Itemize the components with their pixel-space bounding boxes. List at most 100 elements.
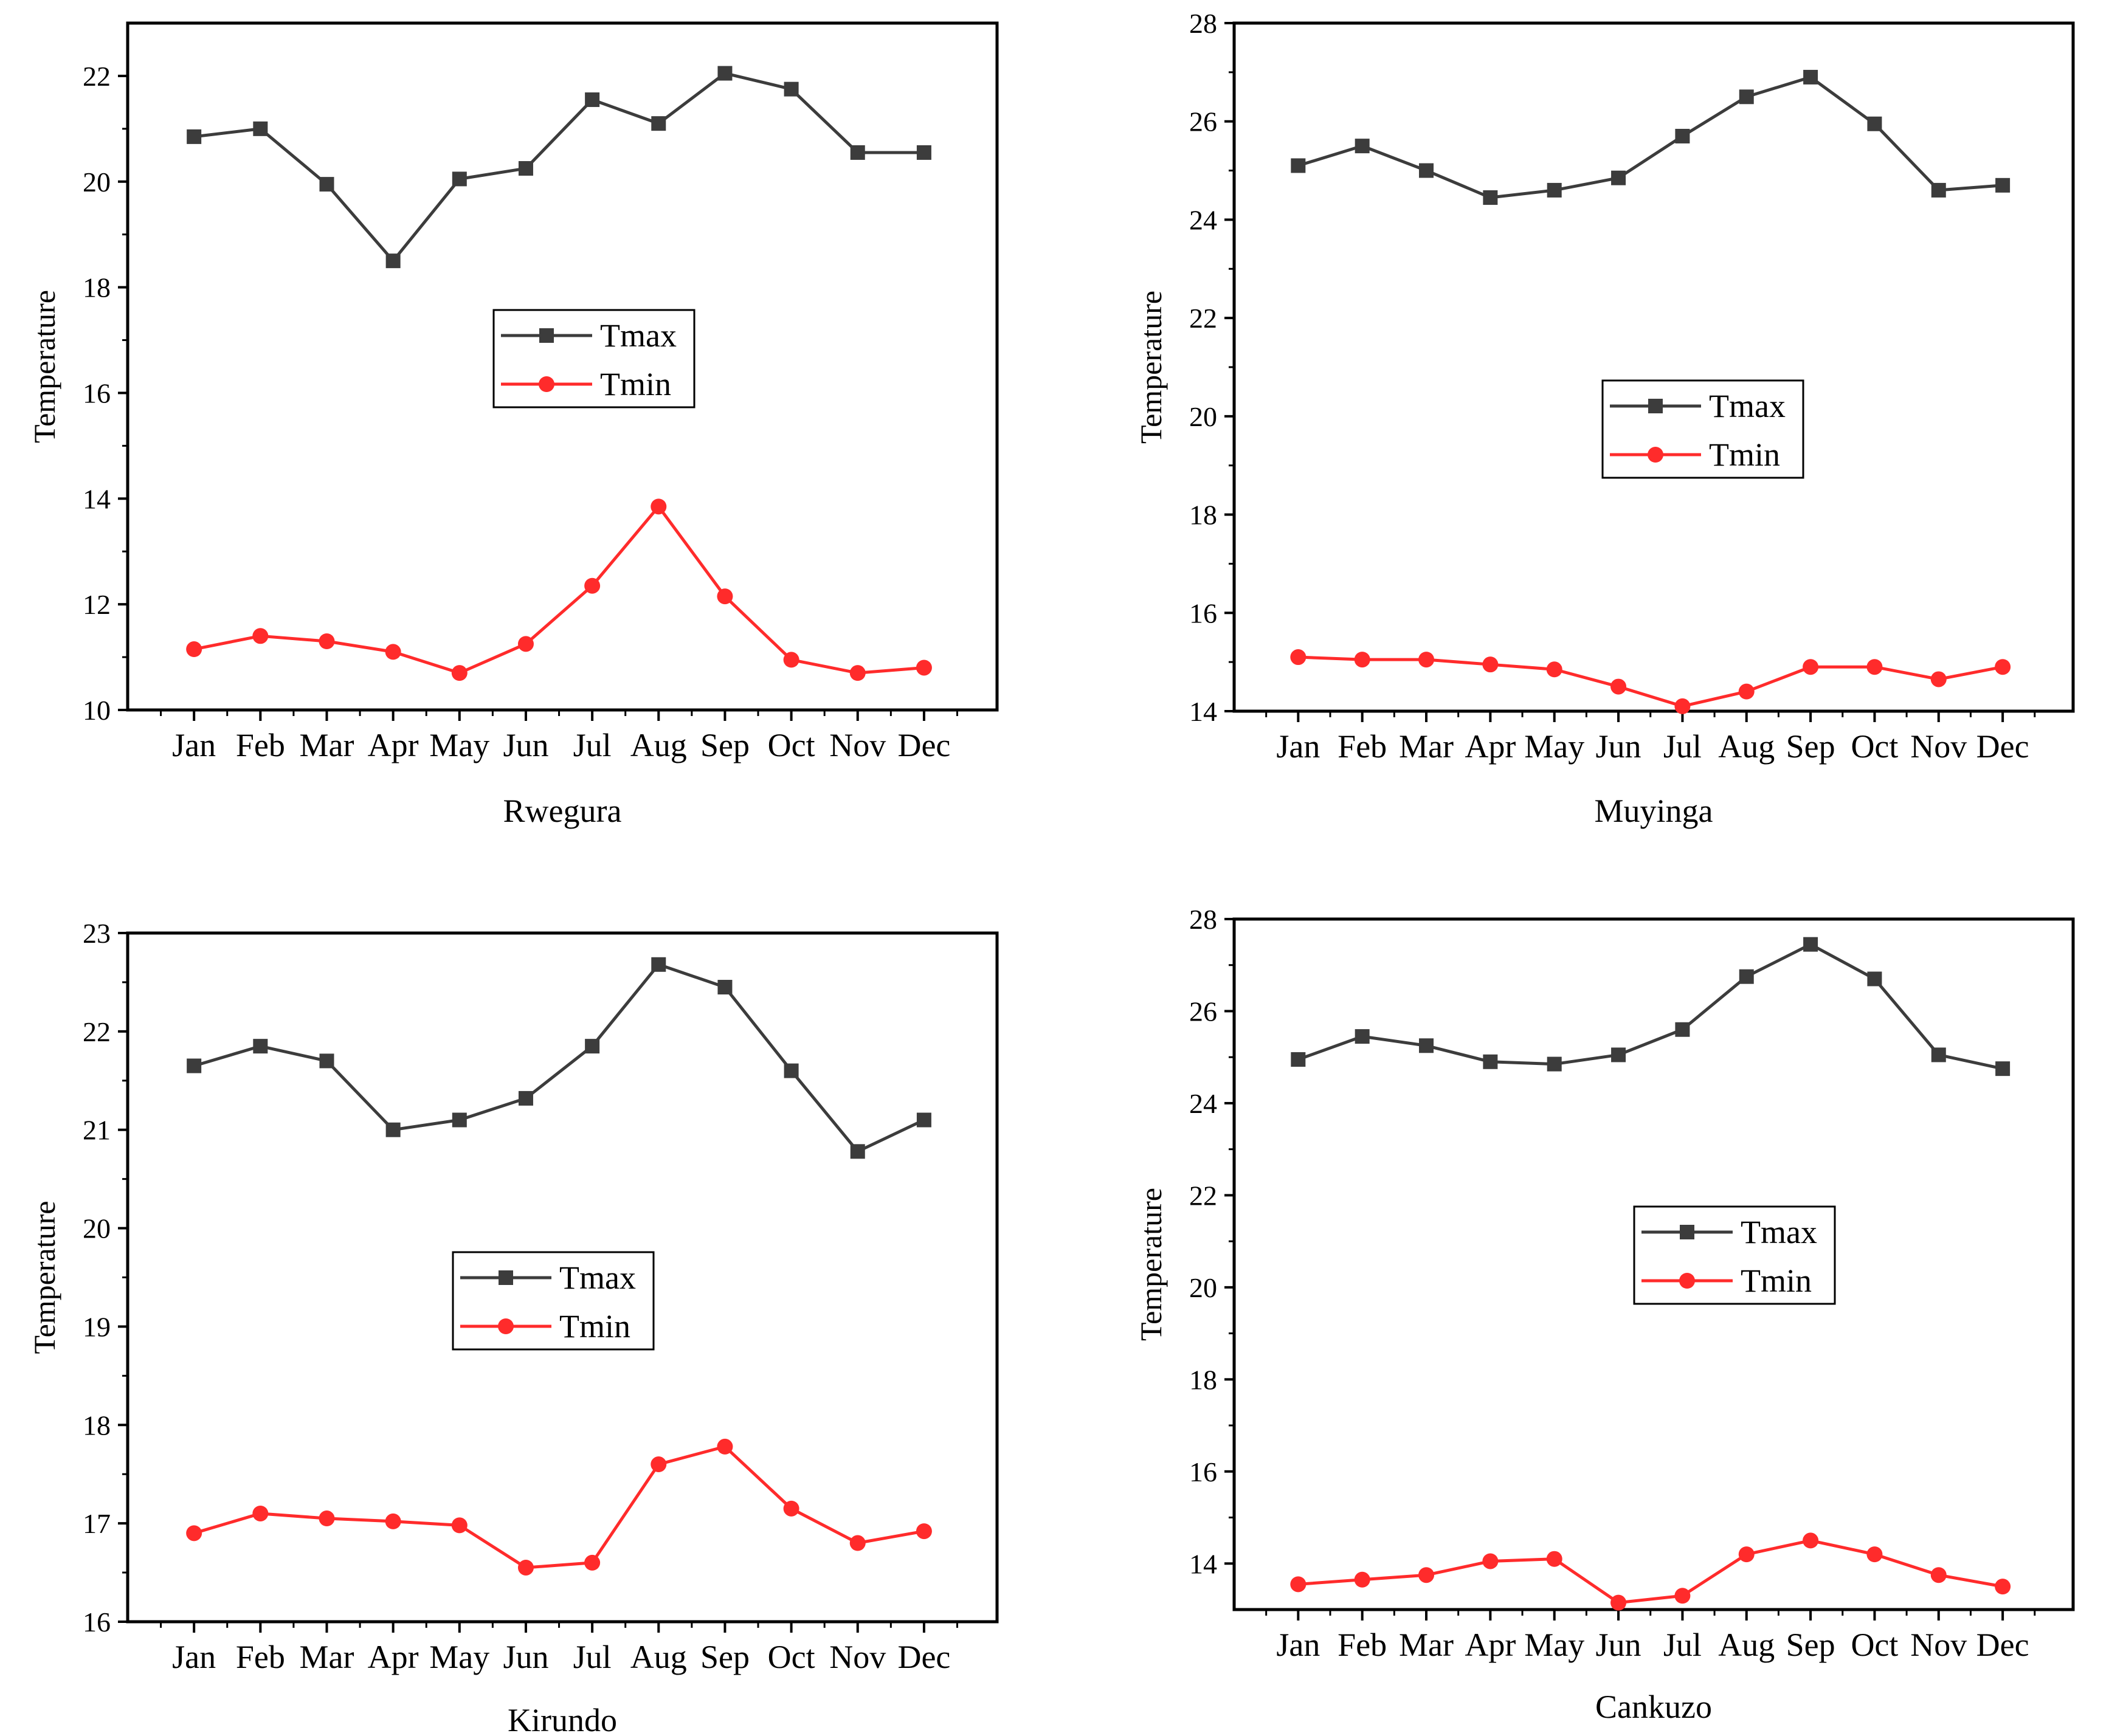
legend-marker-tmin <box>1648 447 1663 463</box>
chart-panel-muyinga: 14 16 18 20 22 24 26 28 Jan Feb Mar Apr May Jun Jul Aug… <box>1134 8 2075 829</box>
x-tick-label: Oct <box>1851 728 1898 765</box>
y-tick-label: 20 <box>1189 1272 1217 1303</box>
data-point-tmin <box>1354 652 1370 668</box>
data-point-tmax <box>784 1063 799 1078</box>
y-tick-label: 16 <box>1189 598 1217 629</box>
data-point-tmin <box>451 665 468 681</box>
y-tick-label: 20 <box>1189 401 1217 432</box>
plot-frame <box>1232 917 2075 1611</box>
data-point-tmin <box>651 498 667 515</box>
x-tick-label: May <box>1524 728 1584 765</box>
x-axis-label: Muyinga <box>1595 793 1713 829</box>
x-tick-label: Nov <box>1910 728 1967 765</box>
y-axis-label: Temperature <box>1134 291 1168 444</box>
data-point-tmax <box>1931 1047 1946 1063</box>
data-point-tmax <box>1483 1054 1498 1069</box>
legend-label-tmax: Tmax <box>1709 388 1786 424</box>
y-tick-label: 20 <box>83 167 111 198</box>
y-tick-label: 17 <box>83 1508 111 1539</box>
data-point-tmax <box>1867 971 1882 987</box>
legend-label-tmin: Tmin <box>559 1308 630 1345</box>
legend: Tmax Tmin <box>1601 379 1804 479</box>
data-point-tmax <box>1675 128 1690 143</box>
x-tick-label: Oct <box>768 1639 815 1675</box>
x-tick-label: Mar <box>1399 728 1454 765</box>
data-point-tmax <box>1355 139 1370 154</box>
data-point-tmin <box>584 1554 601 1571</box>
x-tick-label: Mar <box>1399 1627 1454 1663</box>
series-line-tmin <box>193 505 925 675</box>
legend-label-tmin: Tmin <box>1741 1262 1812 1299</box>
data-point-tmax <box>187 129 202 144</box>
data-point-tmax <box>1803 937 1818 952</box>
data-point-tmax <box>784 81 799 97</box>
data-point-tmin <box>1354 1571 1370 1588</box>
data-point-tmin <box>717 1438 733 1455</box>
data-point-tmin <box>1610 1594 1627 1611</box>
data-point-tmax <box>1547 182 1562 198</box>
x-tick-label: Jul <box>573 727 612 763</box>
data-point-tmax <box>916 145 931 160</box>
y-tick-label: 20 <box>83 1213 111 1244</box>
data-point-tmax <box>1483 190 1498 205</box>
x-tick-label: Jan <box>1276 1627 1320 1663</box>
legend-marker-tmin <box>1679 1273 1695 1289</box>
x-tick-label: Dec <box>897 727 950 763</box>
legend-box <box>1601 379 1804 479</box>
x-tick-label: Feb <box>236 727 285 763</box>
series-tmax <box>187 66 931 269</box>
x-axis-label: Cankuzo <box>1595 1689 1712 1725</box>
data-point-tmin <box>252 1505 269 1521</box>
data-point-tmax <box>1419 163 1434 178</box>
legend-label-tmax: Tmax <box>600 317 677 354</box>
x-tick-label: Nov <box>1910 1627 1967 1663</box>
series-tmin <box>186 1438 932 1576</box>
data-point-tmin <box>1418 652 1435 668</box>
x-tick-label: Jul <box>1663 728 1702 765</box>
data-point-tmax <box>452 1112 467 1128</box>
data-point-tmax <box>1291 158 1306 173</box>
x-tick-label: Apr <box>1465 728 1516 765</box>
y-tick-label: 18 <box>83 1410 111 1441</box>
y-axis-label: Temperature <box>1134 1188 1168 1341</box>
y-axis-label: Temperature <box>27 1201 61 1354</box>
data-point-tmax <box>1675 1022 1690 1037</box>
data-point-tmin <box>517 1559 534 1576</box>
x-tick-label: Sep <box>1786 728 1835 765</box>
legend-marker-tmax <box>1680 1225 1694 1239</box>
x-tick-label: Apr <box>368 727 419 763</box>
x-tick-label: May <box>1524 1627 1584 1663</box>
data-point-tmin <box>783 1500 799 1517</box>
data-point-tmin <box>1290 1576 1306 1593</box>
y-tick-label: 14 <box>83 483 111 514</box>
chart-panel-rwegura: 10 12 14 16 18 20 22 Jan Feb Mar Apr May Jun Jul Aug Se… <box>27 21 999 829</box>
data-point-tmax <box>1867 116 1882 131</box>
x-tick-label: Sep <box>1786 1627 1835 1663</box>
y-tick-label: 22 <box>1189 1180 1217 1211</box>
data-point-tmin <box>1546 661 1562 678</box>
data-point-tmax <box>253 1039 268 1054</box>
legend-box <box>492 309 696 408</box>
data-point-tmin <box>1674 1588 1691 1604</box>
y-tick-label: 19 <box>83 1311 111 1342</box>
data-point-tmin <box>651 1456 667 1473</box>
data-point-tmax <box>1995 1061 2011 1076</box>
data-point-tmin <box>1866 1546 1883 1563</box>
data-point-tmax <box>1803 69 1818 84</box>
data-point-tmin <box>1290 649 1306 666</box>
y-tick-label: 24 <box>1189 1088 1217 1119</box>
data-point-tmax <box>717 980 733 995</box>
x-tick-label: Jan <box>172 1639 216 1675</box>
data-point-tmax <box>253 121 268 136</box>
data-point-tmax <box>850 145 865 160</box>
data-point-tmax <box>916 1112 931 1128</box>
legend: Tmax Tmin <box>492 309 696 408</box>
y-tick-label: 16 <box>83 377 111 408</box>
y-tick-label: 12 <box>83 589 111 620</box>
x-tick-label: Jun <box>1596 728 1641 765</box>
data-point-tmin <box>1738 1546 1755 1563</box>
data-point-tmin <box>1930 1567 1947 1583</box>
series-tmin <box>1290 1532 2011 1611</box>
data-point-tmax <box>385 253 401 269</box>
